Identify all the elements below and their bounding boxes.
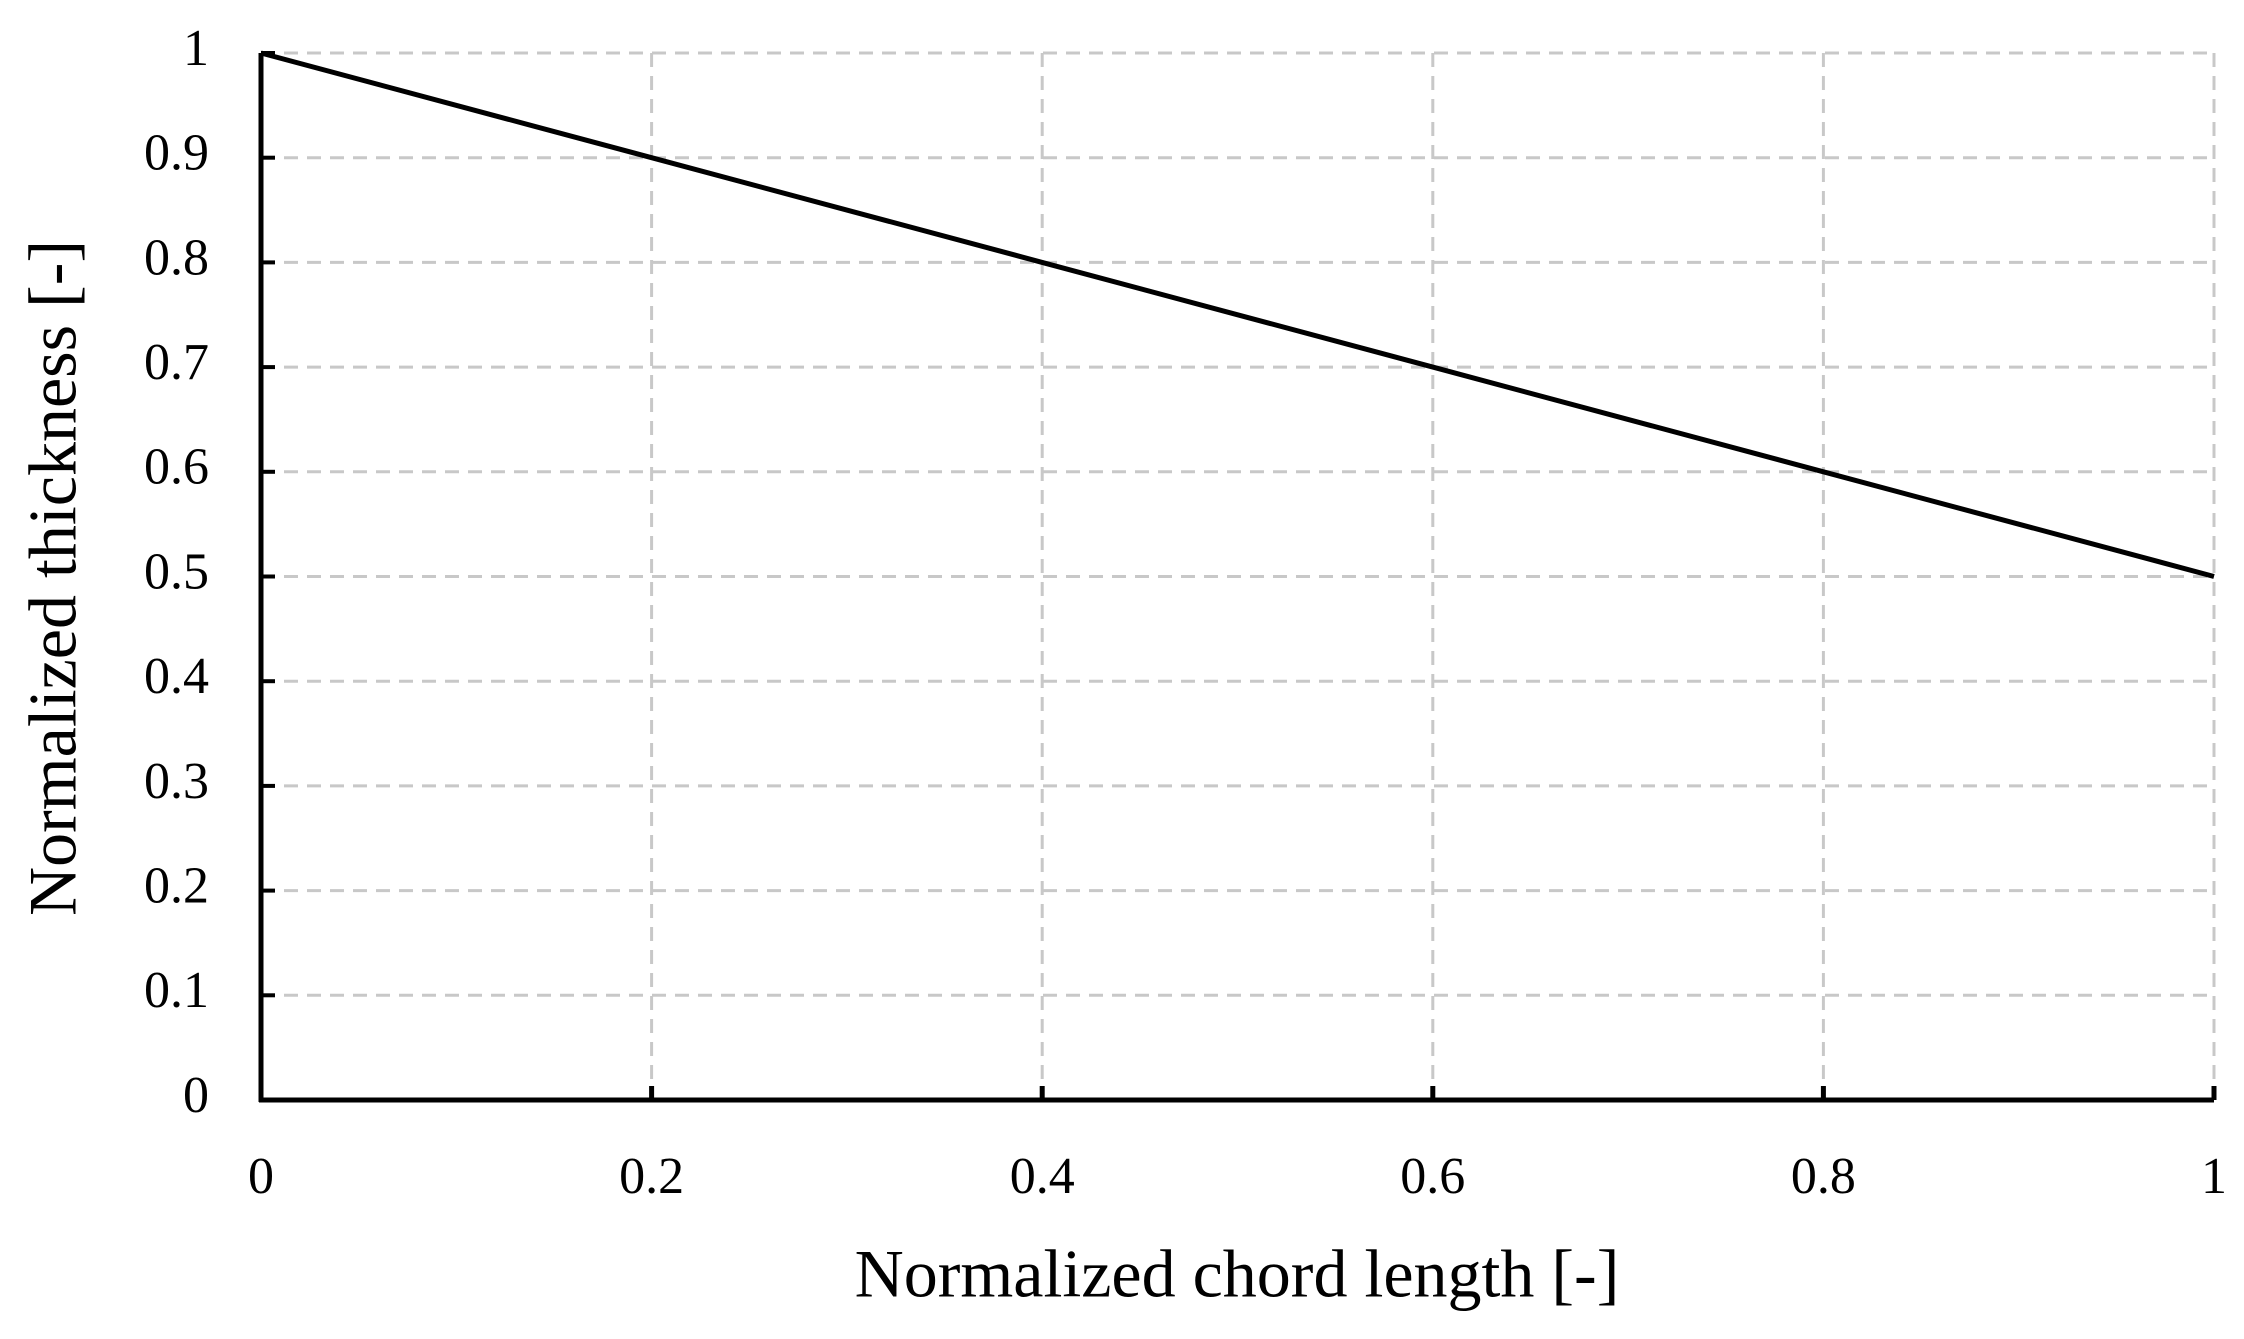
y-tick-label: 0.8	[144, 229, 209, 286]
y-tick-label: 0.3	[144, 753, 209, 810]
y-tick-label: 0	[183, 1067, 209, 1124]
y-tick-label: 0.4	[144, 648, 209, 705]
y-axis-title: Normalized thickness [-]	[15, 240, 91, 916]
y-tick-label: 0.6	[144, 439, 209, 496]
x-tick-label: 0.8	[1791, 1148, 1856, 1205]
y-tick-label: 0.9	[144, 125, 209, 182]
y-tick-label: 0.7	[144, 334, 209, 391]
data-line	[260, 50, 2215, 579]
x-tick-label: 0.6	[1400, 1148, 1465, 1205]
y-tick-label: 0.2	[144, 858, 209, 915]
y-tick-label: 1	[183, 20, 209, 77]
y-tick-label: 0.1	[144, 962, 209, 1019]
x-tick-label: 0	[248, 1148, 274, 1205]
x-tick-label: 0.2	[619, 1148, 684, 1205]
x-tick-label: 1	[2201, 1148, 2227, 1205]
x-tick-label: 0.4	[1010, 1148, 1075, 1205]
y-tick-label: 0.5	[144, 543, 209, 600]
x-axis-title: Normalized chord length [-]	[855, 1236, 1620, 1312]
